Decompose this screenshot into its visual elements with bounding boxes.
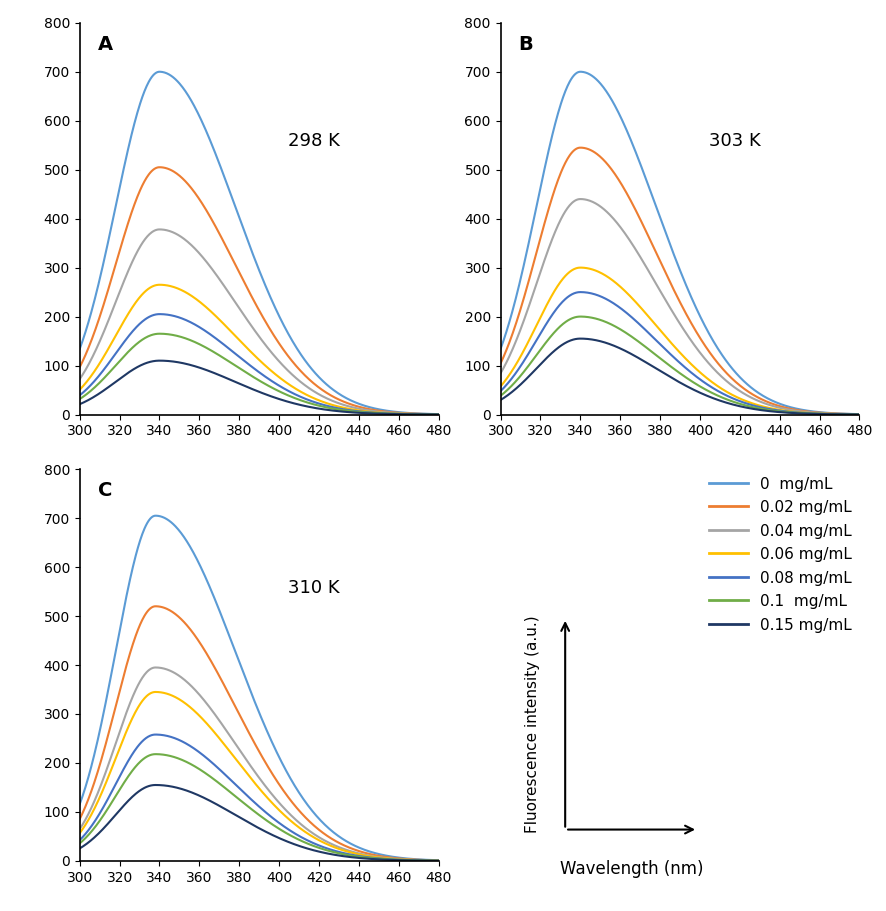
Text: 310 K: 310 K: [288, 578, 339, 597]
Text: A: A: [97, 35, 113, 54]
Text: Fluorescence intensity (a.u.): Fluorescence intensity (a.u.): [525, 615, 540, 833]
Text: 303 K: 303 K: [709, 132, 760, 150]
Text: C: C: [97, 481, 112, 500]
Text: B: B: [518, 35, 533, 54]
Text: 298 K: 298 K: [288, 132, 339, 150]
Legend: 0  mg/mL, 0.02 mg/mL, 0.04 mg/mL, 0.06 mg/mL, 0.08 mg/mL, 0.1  mg/mL, 0.15 mg/mL: 0 mg/mL, 0.02 mg/mL, 0.04 mg/mL, 0.06 mg…: [710, 476, 851, 633]
Text: Wavelength (nm): Wavelength (nm): [560, 860, 703, 877]
